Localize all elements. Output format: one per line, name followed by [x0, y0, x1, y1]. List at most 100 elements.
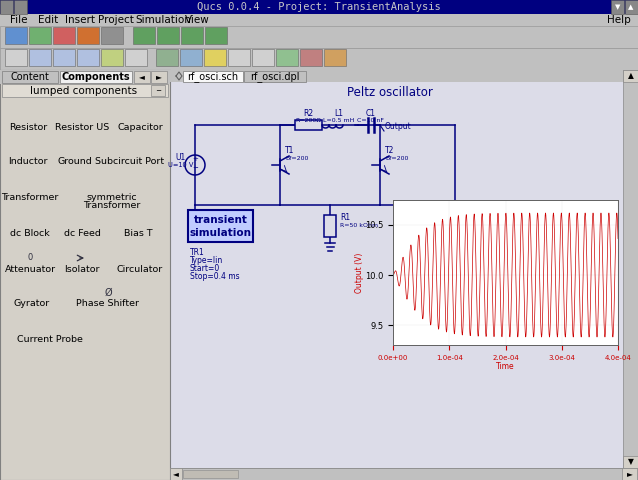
Text: ▲: ▲ [628, 72, 634, 81]
Bar [324, 49, 346, 66]
Text: TR1: TR1 [190, 248, 205, 257]
Text: Components: Components [62, 72, 130, 82]
Text: Resistor US: Resistor US [55, 122, 109, 132]
Bar [188, 210, 253, 242]
Text: Qucs 0.0.4 - Project: TransientAnalysis: Qucs 0.0.4 - Project: TransientAnalysis [197, 2, 441, 12]
Bar [300, 49, 322, 66]
Text: File: File [10, 15, 27, 25]
Text: Bias T: Bias T [124, 228, 152, 238]
Bar [101, 49, 123, 66]
Text: Phase Shifter: Phase Shifter [77, 300, 140, 309]
Text: View: View [185, 15, 210, 25]
Bar [276, 49, 298, 66]
Bar [151, 71, 167, 83]
Bar [29, 49, 51, 66]
Bar [29, 27, 51, 44]
Bar [623, 70, 638, 82]
Text: ►: ► [156, 72, 162, 82]
Bar [0, 48, 638, 70]
Text: rf_osci.dpl: rf_osci.dpl [250, 71, 300, 82]
Text: −: − [192, 165, 198, 171]
Text: L=0.5 mH: L=0.5 mH [323, 118, 354, 123]
Text: transient: transient [193, 215, 248, 225]
Bar [101, 27, 123, 44]
Text: Insert: Insert [65, 15, 95, 25]
Text: ◄: ◄ [139, 72, 145, 82]
Bar [134, 71, 150, 83]
Text: ▼: ▼ [615, 4, 621, 10]
Text: R=200Ω: R=200Ω [295, 118, 322, 123]
Bar [228, 49, 250, 66]
Bar [14, 0, 27, 14]
Bar [204, 49, 226, 66]
Y-axis label: Output (V): Output (V) [355, 252, 364, 293]
Bar [0, 70, 170, 84]
Text: Current Probe: Current Probe [17, 335, 83, 344]
Bar [170, 70, 624, 468]
Text: Type=lin: Type=lin [190, 256, 223, 265]
Text: Help: Help [607, 15, 631, 25]
Text: Transformer: Transformer [1, 192, 59, 202]
Bar [23, 115, 33, 121]
Bar [180, 49, 202, 66]
Bar [60, 71, 132, 83]
Bar [295, 120, 322, 130]
Bar [181, 27, 203, 44]
Bar [133, 27, 155, 44]
Bar [183, 470, 238, 478]
Bar [2, 71, 58, 83]
Bar [70, 217, 94, 227]
Text: Simulation: Simulation [135, 15, 191, 25]
Text: Bf=200: Bf=200 [385, 156, 408, 161]
Text: simulation: simulation [189, 228, 251, 238]
Text: T2: T2 [385, 146, 394, 155]
Bar [26, 218, 34, 226]
Text: Ø: Ø [104, 288, 112, 298]
Text: Isolator: Isolator [64, 264, 100, 274]
Text: Attenuator: Attenuator [4, 264, 56, 274]
Bar [205, 27, 227, 44]
Text: Stop=0.4 ms: Stop=0.4 ms [190, 272, 240, 281]
Text: rf_osci.sch: rf_osci.sch [188, 71, 239, 82]
Text: dc Feed: dc Feed [64, 228, 100, 238]
X-axis label: Time: Time [496, 362, 515, 371]
Bar [625, 0, 638, 14]
Text: Bf=200: Bf=200 [285, 156, 308, 161]
Text: Ground: Ground [57, 156, 93, 166]
Bar [128, 217, 148, 227]
Text: ►: ► [627, 469, 632, 479]
Text: R1: R1 [340, 213, 350, 222]
Text: Edit: Edit [38, 15, 58, 25]
Text: T1: T1 [285, 146, 294, 155]
Text: R2: R2 [304, 109, 313, 118]
Text: symmetric: symmetric [87, 192, 137, 202]
Text: U1: U1 [176, 153, 186, 162]
Text: Start=0: Start=0 [190, 264, 220, 273]
Bar [0, 26, 638, 48]
Bar [151, 85, 165, 96]
Text: Circulator: Circulator [117, 264, 163, 274]
Bar [623, 70, 638, 468]
Bar [34, 289, 42, 297]
Bar [611, 0, 624, 14]
Bar [170, 70, 624, 82]
Text: Transformer: Transformer [84, 201, 141, 209]
Bar [2, 84, 168, 97]
Bar [0, 0, 13, 14]
Text: C1: C1 [366, 109, 376, 118]
Bar [53, 27, 75, 44]
Text: ◄: ◄ [173, 469, 179, 479]
Bar [0, 14, 638, 26]
Bar [5, 49, 27, 66]
Text: ▼: ▼ [628, 457, 634, 467]
Bar [34, 218, 42, 226]
Bar [125, 49, 147, 66]
Text: Content: Content [11, 72, 49, 82]
Bar [324, 215, 336, 237]
Text: 0: 0 [27, 253, 33, 263]
Bar [22, 253, 38, 263]
Text: Subcircuit Port: Subcircuit Port [96, 157, 165, 167]
Text: R=50 kOhm: R=50 kOhm [340, 223, 378, 228]
Bar [133, 218, 143, 226]
Bar [22, 289, 30, 297]
